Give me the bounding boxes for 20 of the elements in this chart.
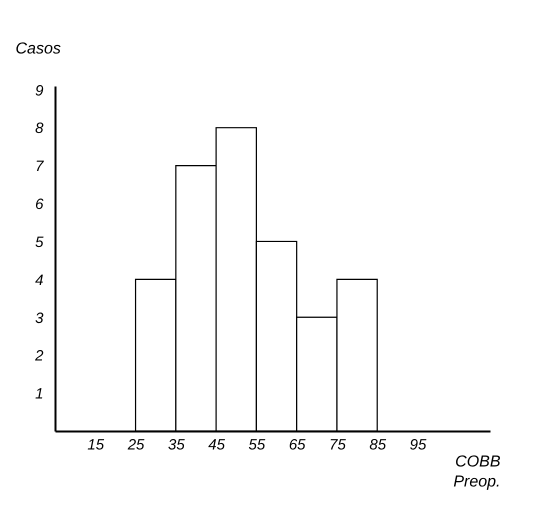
x-tick-label: 15 (87, 436, 105, 454)
y-tick-label: 2 (34, 348, 44, 365)
x-tick-label: 25 (126, 436, 146, 454)
y-tick-label: 4 (35, 272, 44, 289)
x-tick-label: 65 (288, 436, 306, 454)
x-tick-label: 35 (168, 436, 186, 454)
y-tick-label: 1 (35, 386, 44, 403)
y-tick-label: 6 (35, 196, 44, 214)
x-tick-label: 45 (208, 436, 226, 454)
y-tick-label: 9 (35, 82, 44, 100)
x-tick-label: 95 (410, 436, 427, 454)
y-tick-label: 3 (35, 310, 44, 327)
y-tick-label: 7 (35, 158, 44, 176)
x-tick-label: 55 (248, 436, 266, 454)
y-tick-label: 8 (35, 120, 44, 138)
y-tick-label: 5 (35, 234, 44, 251)
x-tick-label: 85 (369, 436, 387, 454)
x-tick-label: 75 (329, 436, 346, 454)
y-axis-title: Casos (16, 40, 61, 58)
x-axis-title: COBB Preop. (453, 454, 501, 490)
